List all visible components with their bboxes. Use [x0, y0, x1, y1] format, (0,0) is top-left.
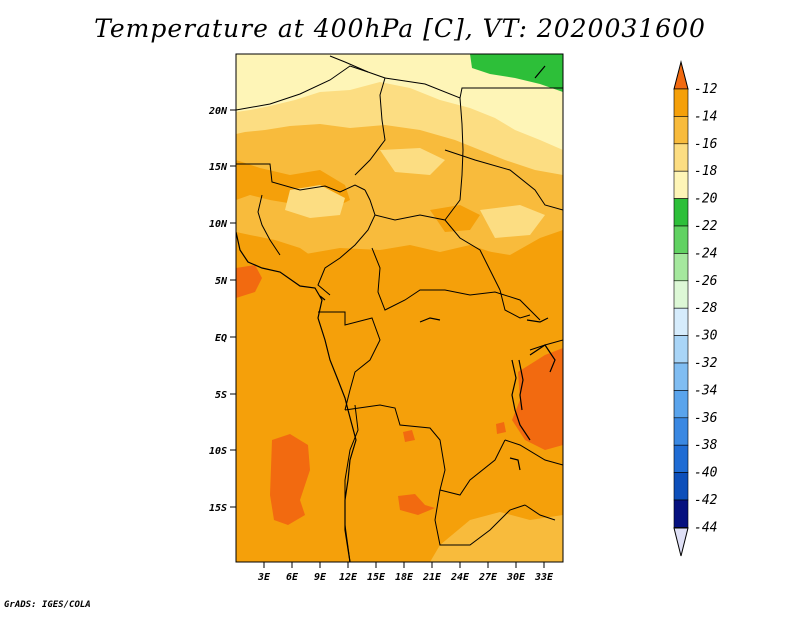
field-band-m22-m20	[236, 54, 563, 150]
lat-tick-label: EQ	[215, 333, 227, 344]
warm-spot-small-2	[398, 494, 435, 515]
colorbar-segment	[673, 253, 689, 282]
lon-tick-label: 15E	[367, 572, 386, 583]
colorbar-segment	[673, 88, 689, 117]
lat-tick-label: 5N	[215, 276, 228, 287]
colorbar-label: -36	[694, 411, 718, 426]
lon-tick-label: 27E	[478, 572, 498, 583]
colorbar-label: -18	[694, 164, 718, 179]
colorbar-label: -24	[694, 246, 717, 261]
field-patch-6	[480, 205, 545, 238]
lon-tick-label: 9E	[314, 572, 327, 583]
colorbar-segment	[673, 280, 689, 309]
colorbar-segment	[673, 225, 689, 254]
country-boundaries	[236, 55, 563, 562]
colorbar-label: -22	[694, 219, 718, 234]
warm-spot-eastafrica	[512, 348, 563, 450]
colorbar-segment	[673, 335, 689, 364]
colorbar-segment	[673, 417, 689, 446]
field-patch-5	[380, 148, 445, 175]
colorbar-segment	[673, 143, 689, 172]
colorbar-label: -30	[694, 329, 718, 344]
map-frame	[235, 53, 564, 563]
colorbar-label: -40	[694, 466, 718, 481]
colorbar-segment	[673, 444, 689, 473]
warm-spot-small-1	[403, 430, 415, 442]
warm-spot-atlantic	[270, 434, 310, 525]
colorbar-label: -42	[694, 493, 718, 508]
lat-tick-label: 15N	[209, 162, 228, 173]
lon-tick-label: 33E	[534, 572, 554, 583]
grads-credit: GrADS: IGES/COLA	[4, 600, 91, 610]
lon-tick-label: 3E	[257, 572, 271, 583]
colorbar-segment	[673, 390, 689, 419]
field-patch-se	[430, 512, 563, 562]
colorbar-label: -34	[694, 383, 717, 398]
lat-tick-label: 20N	[208, 106, 228, 117]
lat-tick-label: 10N	[209, 219, 228, 230]
colorbar-segment	[673, 472, 689, 501]
colorbar-segment	[673, 116, 689, 145]
colorbar-label: -20	[694, 192, 718, 207]
colorbar-label: -28	[694, 301, 718, 316]
colorbar-label: -14	[694, 109, 717, 124]
warm-spot-gulf	[236, 265, 262, 298]
lon-tick-label: 30E	[506, 572, 526, 583]
colorbar-bottom-triangle	[673, 527, 689, 557]
colorbar-label: -16	[694, 137, 718, 152]
lon-tick-label: 12E	[339, 572, 358, 583]
lat-tick-label: 5S	[215, 390, 227, 401]
warm-spot-small-3	[496, 422, 506, 434]
lat-tick-label: 15S	[209, 503, 227, 514]
coastlines-lakes	[236, 65, 556, 562]
lon-tick-label: 21E	[422, 572, 442, 583]
lon-tick-label: 24E	[450, 572, 470, 583]
field-patch-4	[285, 185, 345, 218]
lat-axis: 20N 15N 10N 5N EQ 5S 10S 15S	[208, 106, 236, 514]
colorbar-label: -38	[694, 438, 718, 453]
field-patch-3	[430, 205, 480, 232]
colorbar-segment	[673, 499, 689, 528]
field-band-m24-m22	[470, 54, 563, 92]
map-title: Temperature at 400hPa [C], VT: 202003160…	[94, 14, 706, 43]
lon-tick-label: 18E	[395, 572, 414, 583]
colorbar-label: -26	[694, 274, 718, 289]
colorbar-segment	[673, 170, 689, 199]
temperature-field	[236, 54, 563, 562]
colorbar-segment	[673, 198, 689, 227]
colorbar-segment	[673, 362, 689, 391]
colorbar-top-triangle	[673, 60, 689, 90]
lon-tick-label: 6E	[286, 572, 299, 583]
colorbar-segment	[673, 307, 689, 336]
field-patch-2	[300, 245, 520, 288]
colorbar-label: -44	[694, 520, 717, 535]
lon-axis: 3E 6E 9E 12E 15E 18E 21E 24E 27E 30E 33E	[257, 562, 554, 583]
colorbar-label: -12	[694, 82, 718, 97]
lat-tick-label: 10S	[209, 446, 227, 457]
colorbar: -12 -14 -16 -18 -20 -22 -24 -26 -28 -30 -32 -34 -36 -…	[673, 60, 718, 557]
colorbar-label: -32	[694, 356, 718, 371]
